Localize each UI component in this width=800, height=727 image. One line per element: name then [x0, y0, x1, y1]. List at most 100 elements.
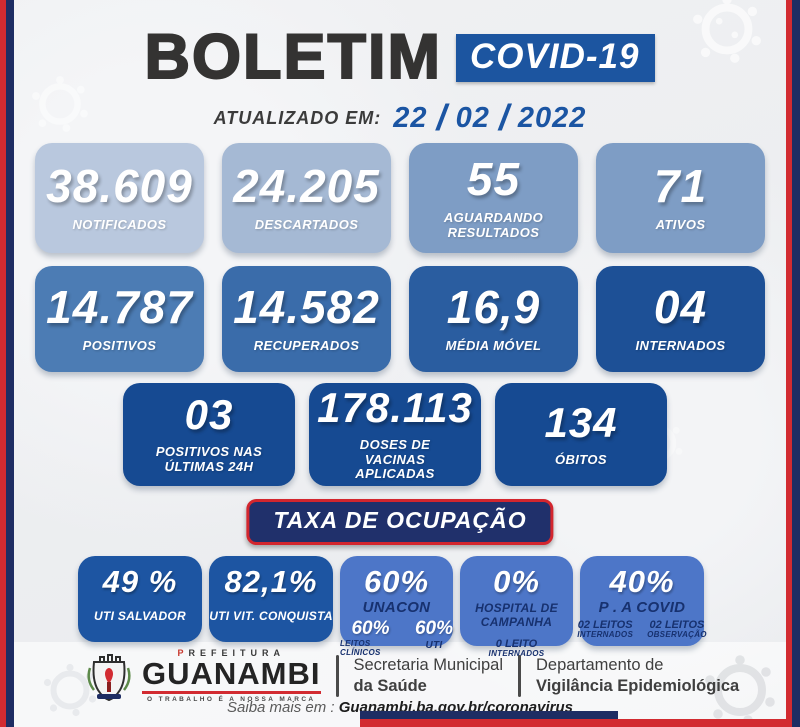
footer-divider	[517, 654, 521, 697]
date-separator: /	[498, 97, 509, 139]
sub-value: 60%	[414, 618, 453, 639]
stat-card-positivos: 14.787 POSITIVOS	[35, 266, 204, 372]
stat-label: POSITIVOS	[82, 338, 157, 354]
occupancy-value: 49 %	[102, 564, 178, 599]
stat-label: ÓBITOS	[554, 451, 607, 467]
city-crest-icon	[87, 653, 131, 701]
occupancy-banner: TAXA DE OCUPAÇÃO	[246, 499, 554, 545]
stat-card-obitos: 134 ÓBITOS	[495, 383, 667, 486]
occupancy-label: P . A COVID	[598, 599, 686, 616]
date-month: 02	[455, 102, 490, 134]
stat-label: DOSES DE VACINAS APLICADAS	[355, 436, 435, 482]
stat-label: ATIVOS	[655, 217, 706, 233]
occupancy-value: 0%	[493, 564, 540, 599]
occupancy-label: UNACON	[362, 599, 431, 616]
stats-row-2: 14.787 POSITIVOS 14.582 RECUPERADOS 16,9…	[35, 266, 765, 372]
stat-label: AGUARDANDO RESULTADOS	[443, 209, 544, 240]
virus-icon	[693, 0, 761, 63]
occupancy-card-pa-covid: 40% P . A COVID 02 LEITOS INTERNADOS 02 …	[577, 556, 707, 646]
occupancy-card-uti-vit-conquista: 82,1% UTI VIT. CONQUISTA	[209, 556, 333, 642]
occupancy-banner-label: TAXA DE OCUPAÇÃO	[273, 507, 527, 533]
sub-label: INTERNADOS	[577, 630, 634, 640]
stat-value: 38.609	[46, 160, 193, 213]
stat-label: NOTIFICADOS	[72, 217, 167, 233]
occupancy-card-uti-salvador: 49 % UTI SALVADOR	[78, 556, 202, 642]
sub-label: UTI	[425, 639, 443, 651]
stat-value: 178.113	[317, 383, 473, 431]
sub-value: 0 LEITO	[495, 637, 538, 650]
page-title: BOLETIM	[144, 22, 443, 92]
occupancy-value: 40%	[609, 564, 675, 599]
stat-card-internados: 04 INTERNADOS	[596, 266, 765, 372]
prefeitura-label: PREFEITURA	[177, 648, 285, 658]
stat-label: DESCARTADOS	[254, 217, 359, 233]
stats-row-3: 03 POSITIVOS NAS ÚLTIMAS 24H 178.113 DOS…	[123, 383, 667, 486]
occupancy-label: UTI VIT. CONQUISTA	[209, 609, 333, 623]
stat-card-ativos: 71 ATIVOS	[596, 143, 765, 253]
stat-label: MÉDIA MÓVEL	[445, 338, 542, 354]
right-red-stripe	[786, 0, 792, 727]
footer-divider	[335, 654, 339, 697]
occupancy-card-hospital-campanha: 0% HOSPITAL DE CAMPANHA 0 LEITO INTERNAD…	[460, 556, 573, 658]
occupancy-label: UTI SALVADOR	[93, 609, 187, 623]
updated-label: ATUALIZADO EM:	[213, 108, 382, 128]
stat-card-aguardando-resultados: 55 AGUARDANDO RESULTADOS	[409, 143, 578, 253]
stat-value: 71	[653, 160, 708, 213]
occupancy-row: 49 % UTI SALVADOR 82,1% UTI VIT. CONQUIS…	[78, 556, 707, 658]
virus-icon	[43, 663, 97, 717]
stat-value: 134	[544, 398, 618, 446]
bottom-navy-bar	[360, 711, 618, 720]
departamento-line2: Vigilância Epidemiológica	[535, 676, 740, 695]
stat-value: 14.787	[46, 281, 193, 334]
occupancy-value: 60%	[363, 564, 430, 599]
sub-label: LEITOS CLÍNICOS	[340, 638, 381, 657]
stats-row-1: 38.609 NOTIFICADOS 24.205 DESCARTADOS 55…	[35, 143, 765, 253]
stat-card-doses-vacinas: 178.113 DOSES DE VACINAS APLICADAS	[309, 383, 481, 486]
stat-label: POSITIVOS NAS ÚLTIMAS 24H	[155, 444, 263, 474]
sub-value: 02 LEITOS	[577, 619, 633, 631]
date-day: 22	[393, 102, 428, 134]
secretaria-line1: Secretaria Municipal	[353, 655, 503, 674]
occupancy-sub-stats: 02 LEITOS INTERNADOS 02 LEITOS OBSERVAÇÃ…	[577, 619, 707, 640]
occupancy-label: HOSPITAL DE CAMPANHA	[475, 601, 558, 630]
bottom-red-bar	[360, 719, 800, 727]
date-year: 2022	[517, 102, 587, 134]
city-slogan: O TRABALHO É A NOSSA MARCA	[146, 696, 316, 703]
sub-value: 60%	[351, 618, 390, 639]
stat-value: 14.582	[233, 281, 380, 334]
occupancy-value: 82,1%	[224, 564, 318, 599]
stat-card-descartados: 24.205 DESCARTADOS	[222, 143, 391, 253]
stat-value: 03	[184, 391, 234, 439]
stat-value: 04	[653, 281, 708, 334]
left-red-stripe	[0, 0, 6, 727]
sub-label: OBSERVAÇÃO	[647, 630, 707, 640]
stat-label: INTERNADOS	[635, 338, 726, 354]
footer: PREFEITURA GUANAMBI O TRABALHO É A NOSSA…	[84, 648, 756, 703]
date-separator: /	[436, 97, 447, 139]
occupancy-sub-stats: 60% LEITOS CLÍNICOS 60% UTI	[340, 618, 453, 657]
stat-card-recuperados: 14.582 RECUPERADOS	[222, 266, 391, 372]
occupancy-sub-stats: 0 LEITO INTERNADOS	[489, 638, 545, 659]
right-navy-stripe	[792, 0, 800, 727]
secretaria-line2: da Saúde	[353, 676, 427, 695]
occupancy-card-unacon: 60% UNACON 60% LEITOS CLÍNICOS 60% UTI	[340, 556, 453, 656]
prefeitura-logo: PREFEITURA GUANAMBI O TRABALHO É A NOSSA…	[84, 648, 321, 703]
city-name: GUANAMBI	[142, 658, 321, 694]
update-date: 22 / 02 / 2022	[393, 97, 587, 139]
departamento-block: Departamento de Vigilância Epidemiológic…	[536, 655, 739, 696]
virus-icon	[32, 76, 88, 132]
stat-card-media-movel: 16,9 MÉDIA MÓVEL	[409, 266, 578, 372]
stat-card-positivos-24h: 03 POSITIVOS NAS ÚLTIMAS 24H	[123, 383, 295, 486]
stat-value: 16,9	[446, 281, 541, 334]
stat-value: 55	[466, 152, 521, 205]
left-navy-stripe	[6, 0, 14, 727]
sub-label: INTERNADOS	[488, 648, 545, 658]
covid-19-badge: COVID-19	[456, 33, 656, 82]
stat-card-notificados: 38.609 NOTIFICADOS	[35, 143, 204, 253]
sub-value: 02 LEITOS	[649, 619, 705, 631]
departamento-line1: Departamento de	[535, 655, 664, 674]
more-info-label: Saiba mais em :	[227, 699, 335, 716]
stat-label: RECUPERADOS	[253, 338, 360, 354]
secretaria-block: Secretaria Municipal da Saúde	[354, 655, 503, 696]
